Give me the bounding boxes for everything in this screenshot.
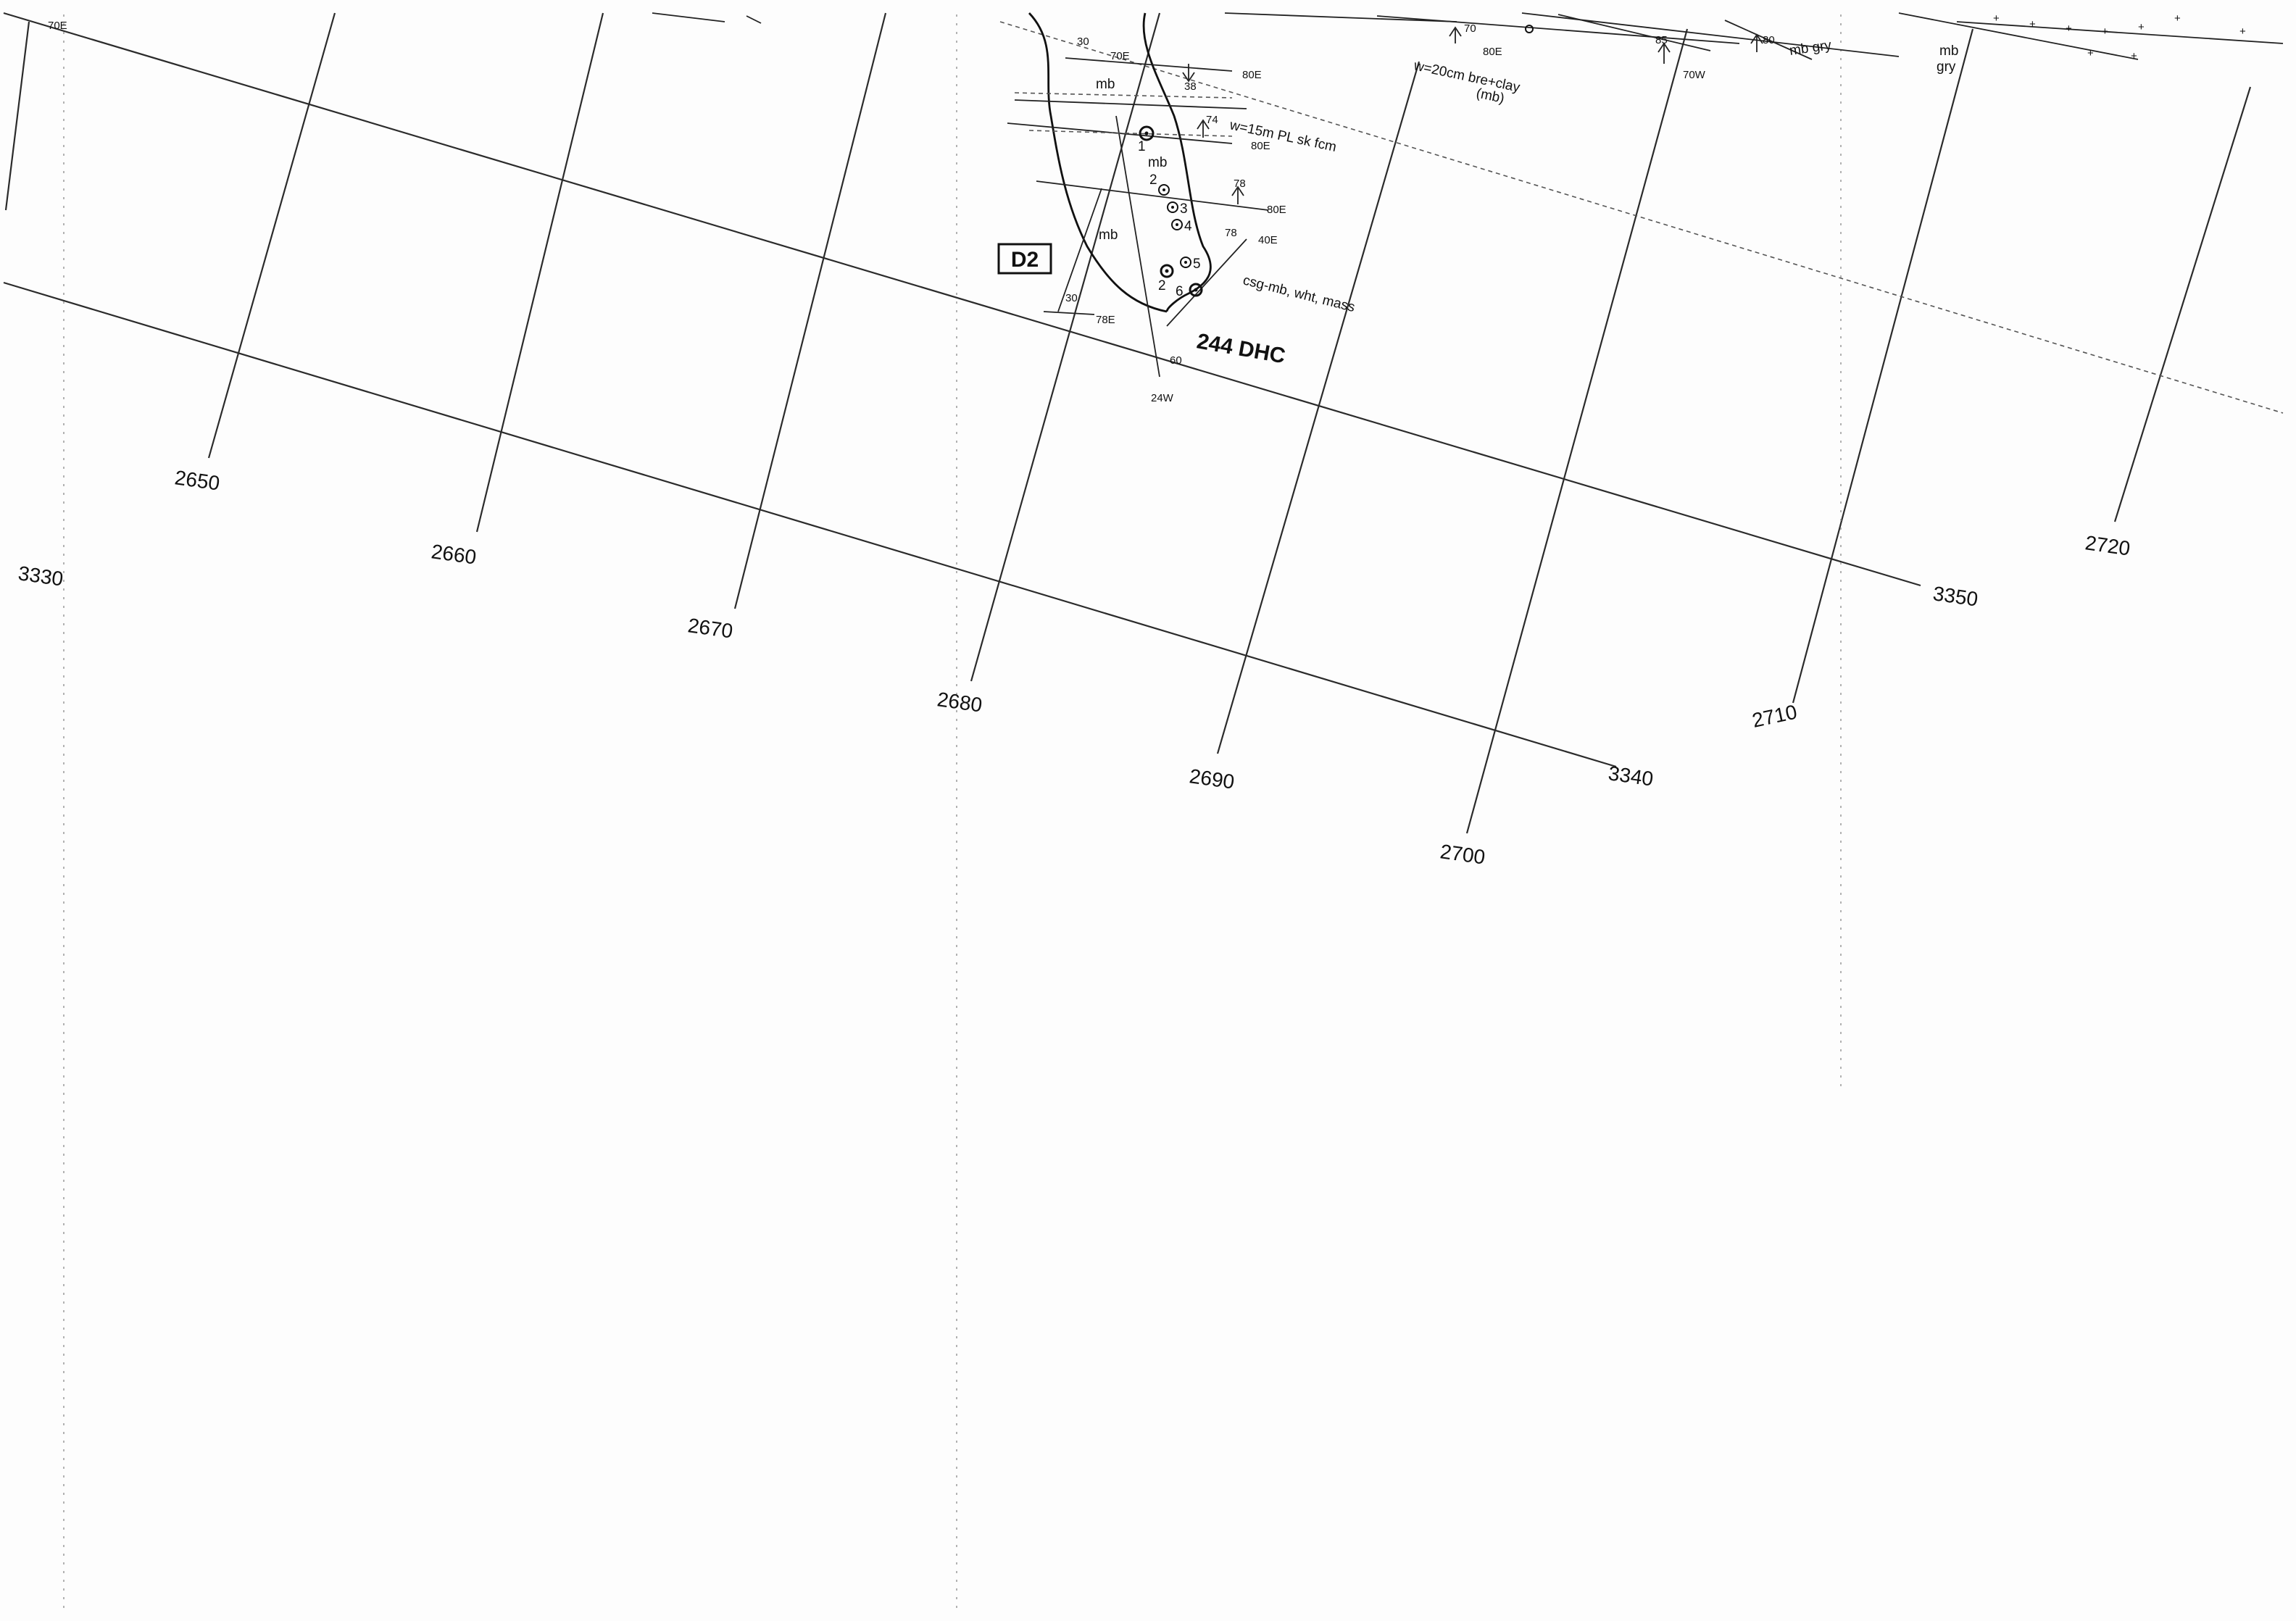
sample-label-6: 6 — [1176, 284, 1184, 299]
zone-label: 244 DHC — [1195, 329, 1287, 368]
annotation-bre-note: w=20cm bre+clay — [1412, 58, 1521, 96]
svg-text:+: + — [2239, 25, 2246, 38]
annotation-mb-gry-3: gry — [1937, 59, 1956, 75]
contact-east — [1142, 12, 1212, 312]
label-2710: 2710 — [1750, 701, 1799, 732]
attitude-78-2: 78 — [1225, 227, 1237, 239]
dotted-trace-2 — [1028, 130, 1233, 137]
annotation-pl-note: w=15m PL sk fcm — [1228, 117, 1338, 155]
top-fragments: + + + + + + + + + — [652, 12, 2284, 62]
label-2650: 2650 — [173, 466, 221, 494]
label-3350: 3350 — [1931, 582, 1979, 610]
grid-lines-easting — [3, 12, 2284, 1609]
svg-text:+: + — [2029, 18, 2036, 30]
label-2690: 2690 — [1188, 764, 1236, 793]
strike-line-5 — [1166, 238, 1247, 327]
station-label: D2 — [1011, 248, 1039, 272]
sample-point-2b — [1160, 264, 1174, 278]
attitude-30-low: 30 — [1065, 292, 1078, 304]
grid-line-3350 — [3, 12, 1921, 587]
annotation-mb-3: mb — [1099, 228, 1118, 243]
grid-line-2670 — [733, 12, 887, 609]
label-2700: 2700 — [1439, 840, 1486, 868]
attitude-70: 70 — [1464, 22, 1476, 35]
attitude-80e-4: 80E — [1483, 46, 1502, 58]
annotation-mb-2: mb — [1148, 155, 1167, 170]
sample-label-5: 5 — [1193, 257, 1201, 272]
label-3340: 3340 — [1607, 762, 1655, 790]
grid-line-2660 — [475, 12, 604, 533]
sample-label-4: 4 — [1184, 219, 1192, 234]
attitude-70e: 70E — [1110, 50, 1130, 62]
grid-line-2680 — [970, 12, 1161, 682]
grid-line-2700 — [1465, 28, 1689, 834]
annotation-mb-1: mb — [1096, 77, 1115, 92]
grid-line-left-edge — [4, 21, 30, 211]
label-3330: 3330 — [17, 562, 65, 590]
grid-line-2650 — [207, 12, 336, 459]
svg-text:+: + — [1993, 12, 2000, 25]
svg-text:+: + — [2087, 47, 2094, 59]
attitude-80e-2: 80E — [1251, 140, 1270, 152]
sample-point-3 — [1167, 201, 1178, 213]
sample-label-2: 2 — [1149, 172, 1157, 188]
sample-label-3: 3 — [1180, 201, 1188, 217]
attitude-80e-1: 80E — [1242, 69, 1262, 81]
dotted-trace-1 — [1014, 92, 1233, 99]
grid-line-2720 — [2113, 86, 2252, 522]
svg-text:+: + — [2066, 22, 2072, 35]
grid-lines-northing — [4, 12, 2252, 834]
attitude-80e-3: 80E — [1267, 204, 1286, 216]
attitude-40e: 40E — [1258, 234, 1278, 246]
attitude-38: 38 — [1184, 80, 1197, 93]
attitude-74: 74 — [1206, 114, 1218, 126]
annotation-mb-gry-2: mb — [1939, 43, 1958, 59]
svg-text:+: + — [2131, 50, 2137, 62]
grid-line-2690 — [1216, 61, 1421, 754]
svg-text:+: + — [2174, 12, 2181, 25]
label-2720: 2720 — [2084, 531, 2131, 559]
strike-line-4 — [1036, 180, 1269, 211]
label-2670: 2670 — [686, 614, 734, 642]
label-2680: 2680 — [936, 688, 983, 716]
attitude-24w: 24W — [1151, 392, 1174, 404]
attitude-85: 85 — [1655, 34, 1668, 46]
label-2660: 2660 — [430, 540, 478, 568]
annotation-csg-note: csg-mb, wht, mass — [1241, 272, 1357, 315]
sample-label-1: 1 — [1138, 139, 1146, 154]
fault-vertical-1 — [1115, 115, 1160, 378]
sample-point-5 — [1180, 257, 1191, 268]
attitude-78-1: 78 — [1234, 178, 1246, 190]
attitude-60: 60 — [1170, 354, 1182, 367]
sample-points — [1139, 25, 1534, 297]
attitude-30-top: 30 — [1077, 36, 1089, 48]
contact-west — [1028, 12, 1168, 313]
fold-trace-upper — [999, 21, 2284, 414]
attitude-70e-top: 70E — [48, 20, 67, 32]
annotation-mb-gry-1: mb gry — [1789, 38, 1833, 59]
sample-point-1 — [1139, 125, 1155, 141]
attitude-78e: 78E — [1096, 314, 1115, 326]
svg-text:+: + — [2102, 25, 2108, 38]
grid-line-2710 — [1792, 28, 1974, 704]
fault-vertical-2 — [1057, 188, 1102, 312]
d2-geology — [1007, 12, 1763, 378]
sample-point-2 — [1158, 184, 1170, 196]
strike-line-2 — [1014, 99, 1247, 109]
attitude-80: 80 — [1763, 34, 1775, 46]
sample-point-4 — [1171, 219, 1183, 230]
sample-label-2b: 2 — [1158, 278, 1166, 293]
attitude-70w: 70W — [1683, 69, 1706, 81]
svg-text:+: + — [2138, 21, 2145, 33]
strike-line-1 — [1065, 57, 1233, 72]
grid-line-3340 — [3, 281, 1617, 768]
sample-point-6 — [1189, 283, 1203, 297]
station-box — [997, 243, 1052, 275]
strike-line-6 — [1043, 311, 1095, 315]
